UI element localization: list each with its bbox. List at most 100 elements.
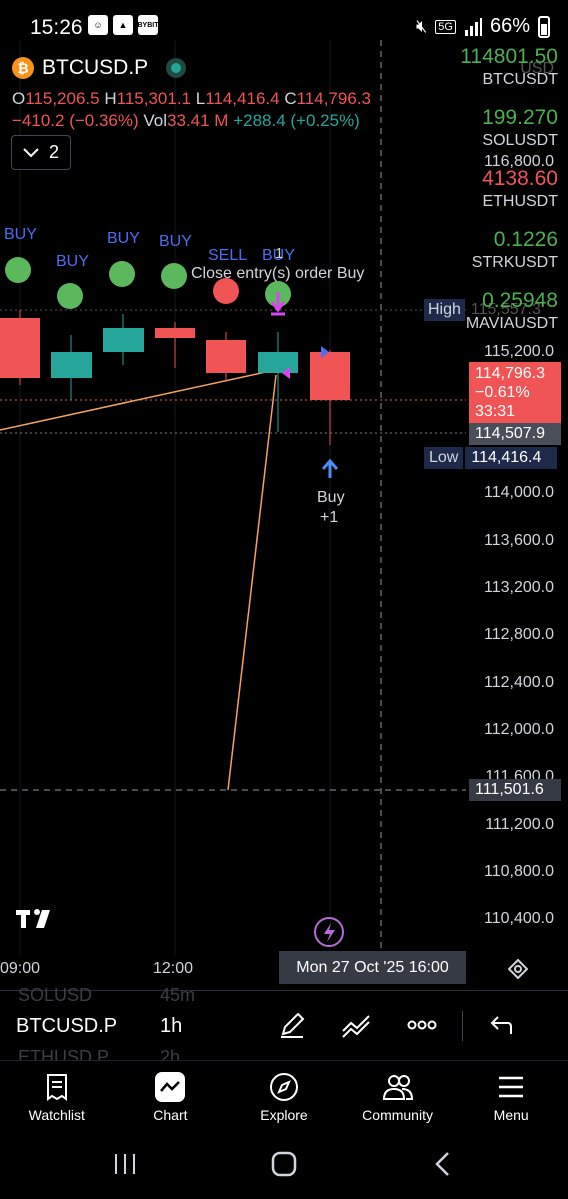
price-axis-label: 114,000.0 — [484, 484, 554, 501]
open-label: O — [12, 89, 26, 108]
candles — [0, 310, 350, 445]
quote-symbol: SOLUSDT — [482, 132, 558, 149]
time-axis-label: 12:00 — [153, 960, 194, 977]
low-tag: Low 114,416.4 — [424, 447, 558, 469]
close-entry-label: Close entry(s) order Buy — [191, 265, 365, 282]
candle — [103, 328, 144, 352]
volume-label: Vol — [143, 111, 168, 130]
close-value: 114,796.3 — [296, 89, 371, 108]
quote-price: 114801.50 — [460, 45, 558, 68]
price-chart[interactable]: BUY BUY BUY BUY SELL BUY 1 Close entry(s… — [0, 40, 568, 990]
home-icon[interactable] — [271, 1151, 297, 1177]
undo-icon — [490, 1016, 512, 1034]
crosshair-time-label: Mon 27 Oct '25 16:00 — [279, 951, 466, 984]
close-label: C — [284, 89, 297, 108]
current-change: −0.61% — [475, 384, 530, 401]
more-horizontal-icon — [407, 1020, 437, 1030]
chart-canvas[interactable] — [0, 40, 568, 990]
nav-community[interactable]: Community — [341, 1061, 455, 1138]
quote-symbol: STRKUSDT — [471, 254, 558, 271]
more-tools-button[interactable] — [406, 1009, 438, 1041]
price-axis-label: 110,800.0 — [484, 863, 554, 880]
candle — [0, 318, 40, 378]
menu-icon — [495, 1071, 527, 1103]
open-value: 115,206.5 — [25, 89, 100, 108]
price-axis-label: 116,800.0 — [484, 153, 554, 170]
status-time: 15:26 — [30, 16, 83, 39]
tradingview-logo — [16, 909, 50, 928]
high-label: H — [104, 89, 117, 108]
price-axis-label: 112,800.0 — [484, 626, 554, 643]
nav-menu[interactable]: Menu — [454, 1061, 568, 1138]
status-bar: 15:26 ☺ ▲ BYBIT 🔇︎ 5G 66% — [0, 0, 568, 56]
quote-price: 199.270 — [482, 106, 558, 129]
bar-countdown: 33:31 — [475, 403, 516, 420]
exit-marker-icon — [321, 346, 329, 358]
buy-label: BUY — [107, 230, 140, 247]
nav-label: Chart — [153, 1107, 188, 1123]
low-label: L — [195, 89, 206, 108]
cloud-icon: ▲ — [113, 15, 133, 35]
entry-line — [227, 374, 277, 791]
toolbar-symbol-button[interactable]: BTCUSD.P — [16, 1015, 118, 1037]
chart-settings-icon[interactable] — [507, 958, 529, 980]
price-axis-label: 113,200.0 — [484, 579, 554, 596]
watchlist-quote: 0.25948 MAVIAUSDT — [460, 289, 558, 348]
candle — [258, 352, 298, 373]
undo-button[interactable] — [485, 1009, 517, 1041]
close-entry-arrow-icon — [270, 292, 286, 316]
network-label: 5G — [435, 19, 456, 34]
signal-icon — [464, 17, 482, 36]
symbol-header[interactable]: ₿ BTCUSD.P — [12, 56, 187, 80]
indicators-toggle-button[interactable]: 2 — [11, 135, 71, 170]
bottom-navigation: Watchlist Chart Explore Community Menu — [0, 1060, 568, 1138]
back-icon[interactable] — [434, 1151, 452, 1177]
current-price: 114,796.3 — [475, 365, 545, 382]
quote-price: 0.25948 — [482, 289, 558, 312]
nav-label: Menu — [493, 1107, 529, 1123]
ghost-interval: 45m — [160, 985, 196, 1005]
bybit-icon: BYBIT — [138, 15, 159, 35]
ghost-symbol: SOLUSD — [18, 985, 93, 1005]
high-tag: High 115,557.3 — [424, 299, 547, 321]
quote-price: 4138.60 — [482, 167, 558, 190]
sell-signal-circle — [213, 278, 239, 304]
compass-icon — [268, 1071, 300, 1103]
price-axis-label: 111,200.0 — [485, 816, 554, 833]
quote-symbol: ETHUSDT — [482, 193, 558, 210]
system-navigation-bar — [0, 1138, 568, 1199]
sell-label: SELL — [208, 247, 248, 264]
nav-label: Community — [362, 1107, 433, 1123]
low-value: 114,416.4 — [205, 89, 280, 108]
battery-icon — [538, 15, 550, 38]
price-axis-label: 115,200.0 — [484, 343, 554, 360]
nav-explore[interactable]: Explore — [227, 1061, 341, 1138]
recent-apps-icon[interactable] — [113, 1152, 137, 1176]
nav-label: Watchlist — [28, 1107, 85, 1123]
entry-marker-icon — [282, 367, 290, 379]
trend-tool-button[interactable] — [340, 1009, 372, 1041]
symbol-name[interactable]: BTCUSD.P — [42, 56, 149, 79]
toolbar-divider — [462, 1011, 463, 1041]
trendlines-icon — [342, 1015, 370, 1038]
price-axis-label: 113,600.0 — [484, 532, 554, 549]
level-tag: 114,507.9 — [469, 423, 561, 445]
market-status-icon — [166, 58, 187, 78]
signal-circles — [5, 257, 291, 309]
volume-value: 33.41 M — [167, 111, 229, 130]
indicator-count: 2 — [48, 142, 59, 162]
nav-chart[interactable]: Chart — [114, 1061, 228, 1138]
drawing-tool-button[interactable] — [276, 1009, 308, 1041]
buy-arrow-count: +1 — [320, 509, 339, 526]
candle — [51, 352, 92, 378]
bitcoin-icon: ₿ — [12, 57, 34, 79]
buy-up-arrow-icon — [321, 458, 339, 478]
quote-symbol: BTCUSDT — [482, 71, 558, 88]
change-value: −410.2 (−0.36%) — [12, 111, 139, 130]
price-axis-label: 112,400.0 — [484, 674, 554, 691]
interval-button[interactable]: 1h — [160, 1015, 183, 1037]
nav-watchlist[interactable]: Watchlist — [0, 1061, 114, 1138]
time-axis-label: 09:00 — [0, 960, 41, 977]
fingerprint-icon: ☺ — [88, 15, 108, 35]
nav-label: Explore — [260, 1107, 308, 1123]
